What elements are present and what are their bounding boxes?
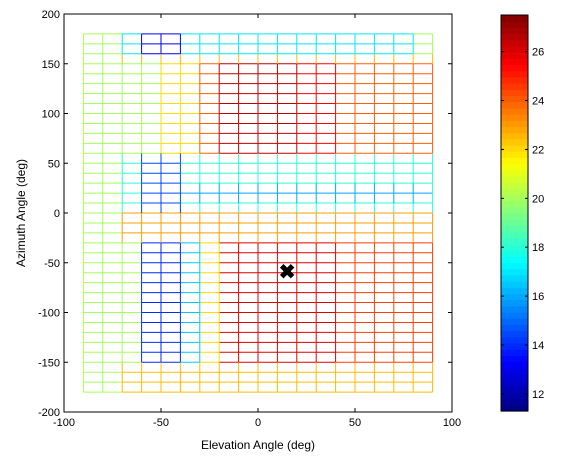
colorbar-swatch xyxy=(501,312,528,319)
y-tick-label: -100 xyxy=(38,308,60,320)
colorbar-swatch xyxy=(501,274,528,282)
colorbar-swatch xyxy=(501,27,528,35)
colorbar-swatch xyxy=(501,132,528,140)
x-tick-label: 100 xyxy=(443,417,461,429)
colorbar-swatch xyxy=(501,287,528,295)
x-ticks: -100 -50 0 50 100 xyxy=(53,14,461,429)
y-tick-label: 100 xyxy=(42,109,60,121)
colorbar-swatch xyxy=(501,114,528,121)
colorbar-swatch xyxy=(501,175,528,183)
colorbar-swatch xyxy=(501,342,528,350)
x-tick-label: -50 xyxy=(153,417,169,429)
colorbar-swatch xyxy=(501,107,528,115)
x-tick-label: -100 xyxy=(53,417,75,429)
colorbar-swatch xyxy=(501,194,528,202)
colorbar-frame xyxy=(500,14,529,412)
colorbar-swatch xyxy=(501,250,528,257)
colorbar-swatch xyxy=(501,361,528,369)
colorbar-swatch xyxy=(501,120,528,127)
colorbar-swatch xyxy=(501,52,528,59)
y-tick-label: -200 xyxy=(38,407,60,419)
colorbar-swatch xyxy=(501,101,528,109)
colorbar-swatch xyxy=(501,163,528,171)
colorbar-swatch xyxy=(501,33,528,41)
colorbar-swatch xyxy=(501,268,528,276)
colorbar-swatch xyxy=(501,200,528,208)
colorbar-swatch xyxy=(501,336,528,344)
y-tick-label: 150 xyxy=(42,59,60,71)
colorbar-swatch xyxy=(501,138,528,146)
colorbar-swatch xyxy=(501,126,528,134)
colorbar-swatch xyxy=(501,243,528,251)
colorbar: 12 14 16 18 20 22 24 26 xyxy=(500,14,544,412)
mesh-group xyxy=(82,33,434,393)
colorbar-swatch xyxy=(501,83,528,90)
colorbar-swatch xyxy=(501,398,528,406)
colorbar-tick-label: 16 xyxy=(532,291,544,303)
colorbar-swatch xyxy=(501,89,528,97)
colorbar-swatch xyxy=(501,188,528,196)
colorbar-swatch xyxy=(501,367,528,375)
colorbar-swatch xyxy=(501,58,528,66)
colorbar-swatch xyxy=(501,169,528,177)
colorbar-swatch xyxy=(501,262,528,270)
colorbar-swatch xyxy=(501,318,528,325)
y-tick-label: -150 xyxy=(38,357,60,369)
colorbar-tick-label: 22 xyxy=(532,144,544,156)
colorbar-swatch xyxy=(501,305,528,313)
x-tick-label: 50 xyxy=(349,417,361,429)
colorbar-swatch xyxy=(501,330,528,338)
colorbar-swatch xyxy=(501,324,528,332)
colorbar-swatch xyxy=(501,404,528,412)
colorbar-swatch xyxy=(501,39,528,47)
colorbar-swatch xyxy=(501,349,528,356)
colorbar-swatch xyxy=(501,225,528,233)
colorbar-swatch xyxy=(501,237,528,245)
colorbar-swatch xyxy=(501,355,528,363)
colorbar-swatch xyxy=(501,95,528,103)
colorbar-swatch xyxy=(501,15,528,22)
colorbar-tick-label: 14 xyxy=(532,340,544,352)
colorbar-swatch xyxy=(501,76,528,84)
y-tick-label: 50 xyxy=(48,158,60,170)
colorbar-swatch xyxy=(501,144,528,152)
colorbar-swatch xyxy=(501,386,528,394)
colorbar-swatch xyxy=(501,219,528,226)
colorbar-swatch xyxy=(501,231,528,239)
colorbar-swatch xyxy=(501,213,528,220)
x-axis-label: Elevation Angle (deg) xyxy=(201,438,315,452)
y-tick-label: 0 xyxy=(54,208,60,220)
colorbar-tick-label: 12 xyxy=(532,389,544,401)
colorbar-swatch xyxy=(501,299,528,307)
colorbar-swatch xyxy=(501,21,528,28)
colorbar-swatch xyxy=(501,256,528,264)
colorbar-swatch xyxy=(501,293,528,301)
colorbar-tick-label: 26 xyxy=(532,47,544,59)
colorbar-swatch xyxy=(501,373,528,381)
colorbar-swatch xyxy=(501,157,528,165)
colorbar-swatch xyxy=(501,206,528,214)
y-ticks: -200 -150 -100 -50 0 50 100 150 200 xyxy=(38,9,452,419)
colorbar-swatch xyxy=(501,70,528,78)
colorbar-swatch xyxy=(501,392,528,400)
y-tick-label: 200 xyxy=(42,9,60,21)
colorbar-tick-label: 18 xyxy=(532,242,544,254)
colorbar-swatch xyxy=(501,380,528,387)
colorbar-swatch xyxy=(501,64,528,72)
y-tick-label: -50 xyxy=(44,258,60,270)
x-tick-label: 0 xyxy=(255,417,261,429)
colorbar-swatch xyxy=(501,182,528,189)
max-marker: ✖ xyxy=(279,262,296,284)
colorbar-tick-label: 20 xyxy=(532,193,544,205)
colorbar-tick-label: 24 xyxy=(532,96,544,108)
colorbar-swatch xyxy=(501,281,528,288)
y-axis-label: Azimuth Angle (deg) xyxy=(14,159,28,267)
colorbar-swatch xyxy=(501,151,528,158)
colorbar-swatch xyxy=(501,45,528,53)
